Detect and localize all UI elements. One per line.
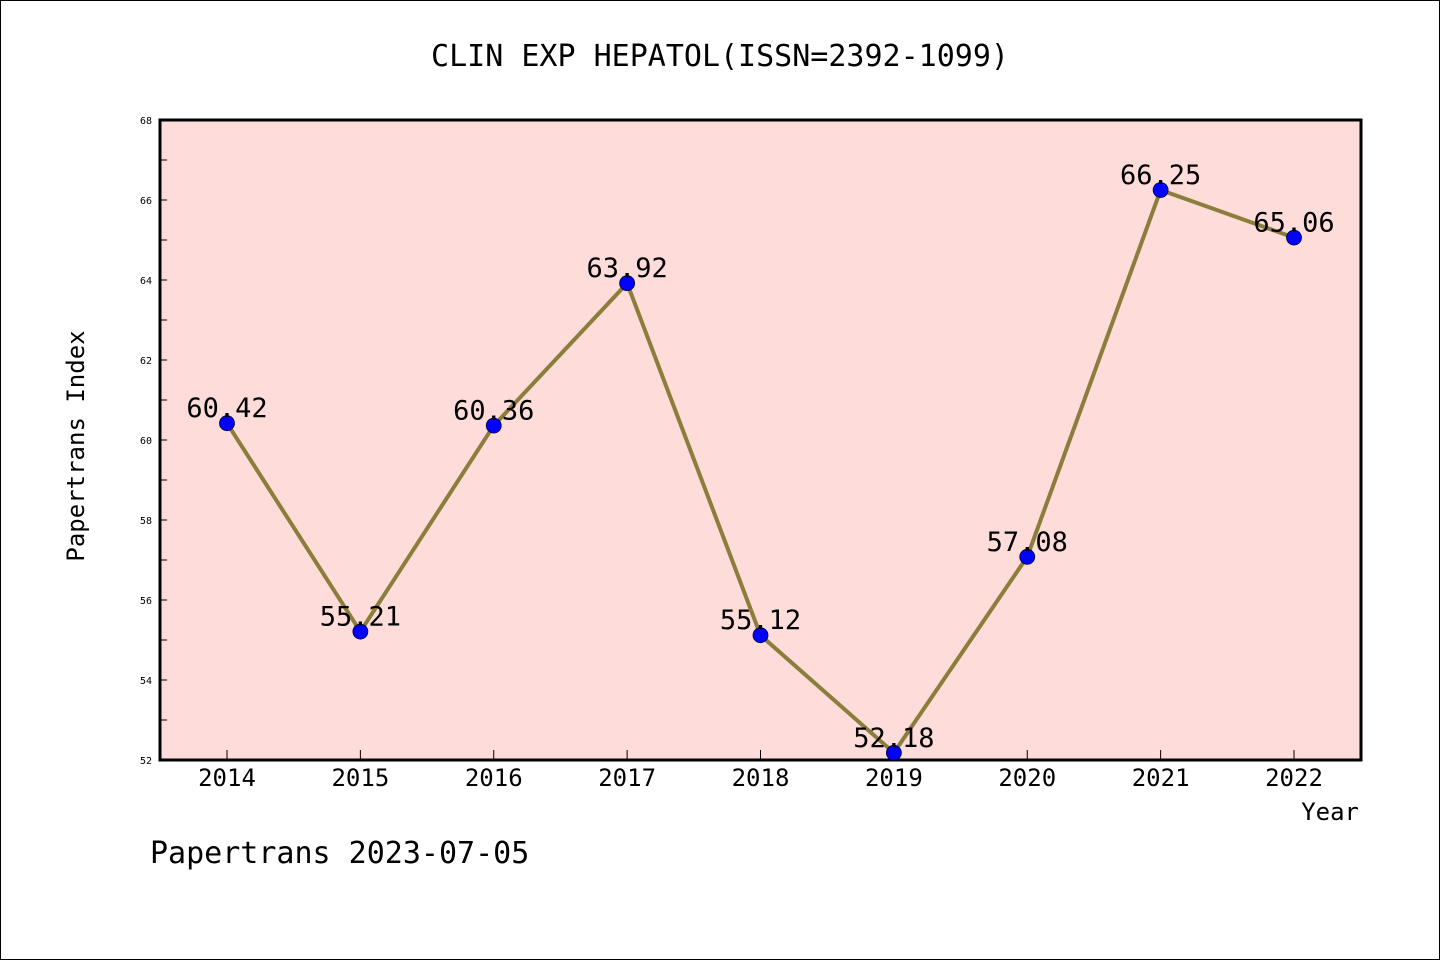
data-labels: 60.42 55.21 60.36 63.92 55.12 52.18 57.08 66.25…: [186, 160, 1334, 754]
data-point-2016: [485, 417, 502, 434]
data-label-2021: 66.25: [1120, 160, 1201, 191]
data-point-2020: [1019, 548, 1036, 565]
chart-title: CLIN EXP HEPATOL(ISSN=2392-1099): [431, 39, 1009, 74]
x-tick-label: 2017: [598, 764, 656, 792]
x-tick-label: 2014: [198, 764, 256, 792]
data-point-2018: [752, 627, 769, 644]
y-axis: 52 54 56 58 60 62 64 66 68: [140, 116, 167, 767]
x-axis-label: Year: [1301, 798, 1359, 826]
x-tick-label: 2019: [865, 764, 923, 792]
y-tick-label: 58: [140, 516, 152, 527]
y-axis-label: Papertrans Index: [62, 330, 90, 561]
data-label-2015: 55.21: [320, 602, 401, 633]
x-tick-label: 2021: [1132, 764, 1190, 792]
data-label-2018: 55.12: [720, 605, 801, 636]
x-tick-label: 2018: [732, 764, 790, 792]
data-point-2021: [1152, 182, 1169, 198]
data-label-2020: 57.08: [987, 527, 1068, 558]
series-markers: [219, 182, 1302, 761]
y-tick-label: 56: [140, 596, 152, 607]
y-tick-label: 54: [140, 676, 152, 687]
data-point-2015: [352, 623, 369, 640]
data-label-2016: 60.36: [453, 396, 534, 427]
data-label-2019: 52.18: [853, 723, 934, 754]
data-point-2014: [219, 415, 235, 432]
y-tick-label: 60: [140, 436, 152, 447]
data-label-2014: 60.42: [186, 393, 267, 424]
x-tick-label: 2016: [465, 764, 523, 792]
data-point-2019: [885, 744, 902, 761]
data-point-2017: [619, 275, 636, 292]
y-tick-label: 66: [140, 196, 152, 207]
x-tick-label: 2020: [998, 764, 1056, 792]
y-tick-label: 68: [140, 116, 152, 127]
y-tick-label: 62: [140, 356, 152, 367]
data-label-2022: 65.06: [1253, 208, 1334, 239]
data-point-2022: [1286, 229, 1302, 246]
x-axis: 2014 2015 2016 2017 2018 2019 2020 2021 2022: [198, 750, 1323, 792]
data-label-2017: 63.92: [586, 253, 667, 284]
plot-area: [158, 118, 1363, 762]
y-tick-label: 64: [140, 276, 152, 287]
x-tick-label: 2015: [331, 764, 389, 792]
y-tick-label: 52: [140, 756, 152, 767]
watermark-text: Papertrans 2023-07-05: [150, 836, 529, 871]
x-tick-label: 2022: [1265, 764, 1323, 792]
